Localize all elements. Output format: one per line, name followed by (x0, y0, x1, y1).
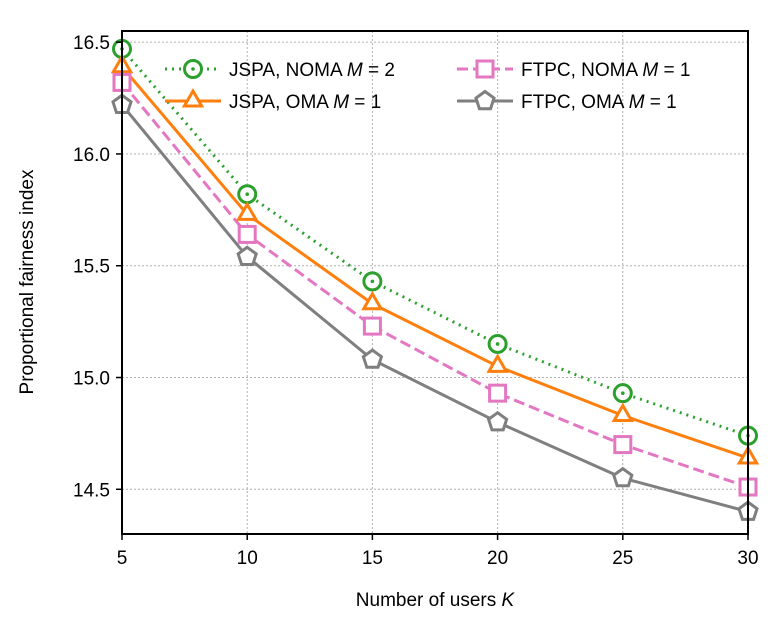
plot-frame (121, 30, 749, 535)
series-3-point (362, 316, 382, 336)
x-tick-label: 30 (737, 548, 758, 569)
axis-ticks: 5 10 15 20 25 30 14.5 15.0 15.5 16.0 16.5 (73, 33, 759, 569)
series-line-3 (122, 81, 748, 489)
series-1-point-dot (245, 192, 249, 196)
series-line-4 (122, 103, 748, 514)
series-2-point (235, 201, 259, 221)
series-line-1 (122, 47, 748, 438)
y-tick-label: 15.5 (73, 257, 110, 278)
legend-marker (181, 87, 205, 108)
y-tick-label: 14.5 (73, 480, 110, 501)
legend-label: JSPA, NOMA M = 2 (229, 60, 395, 81)
y-axis-label: Proportional fairness index (17, 169, 38, 394)
x-tick-label: 10 (237, 548, 258, 569)
x-tick-label: 25 (612, 548, 633, 569)
y-tick-label: 16.5 (73, 33, 110, 54)
legend-marker (475, 59, 495, 79)
x-tick-label: 20 (487, 548, 508, 569)
legend-label: JSPA, OMA M = 1 (229, 92, 381, 113)
series-1-point-dot (370, 279, 375, 284)
legend-marker (183, 59, 203, 79)
series-1-point (612, 383, 633, 404)
series-group (122, 47, 748, 514)
x-tick-label: 5 (117, 548, 128, 569)
legend-entry-3: FTPC, NOMA M = 1 (457, 59, 690, 81)
series-line-2 (122, 65, 748, 460)
series-3-point (613, 435, 633, 455)
legend-label: FTPC, OMA M = 1 (521, 92, 677, 113)
legend-entry-4: FTPC, OMA M = 1 (457, 89, 677, 113)
y-tick-label: 16.0 (73, 145, 110, 166)
series-1-point (487, 333, 508, 354)
legend-label: FTPC, NOMA M = 1 (521, 60, 690, 81)
series-2-point (361, 290, 384, 311)
legend: JSPA, NOMA M = 2 JSPA, OMA M = 1 FTPC, NOM… (165, 59, 690, 113)
markers-group (110, 38, 760, 521)
series-1-point-dot (621, 391, 625, 395)
series-2-point (486, 353, 509, 373)
series-4-point (236, 245, 259, 266)
legend-marker-dot (191, 67, 195, 71)
series-1-point (362, 271, 383, 292)
legend-entry-1: JSPA, NOMA M = 2 (165, 59, 395, 81)
x-tick-label: 15 (362, 548, 383, 569)
series-2-point (611, 402, 635, 423)
legend-entry-2: JSPA, OMA M = 1 (165, 87, 381, 113)
x-axis-label: Number of users K (356, 590, 516, 611)
series-4-point (611, 466, 634, 488)
series-4-point (361, 348, 384, 369)
legend-marker (474, 89, 496, 111)
series-3-point (237, 224, 257, 244)
series-3-point (488, 383, 508, 403)
gridlines (122, 31, 748, 534)
series-4-point (486, 410, 509, 432)
y-tick-label: 15.0 (73, 369, 110, 390)
series-1-point (237, 184, 258, 205)
series-1-point-dot (495, 342, 500, 346)
